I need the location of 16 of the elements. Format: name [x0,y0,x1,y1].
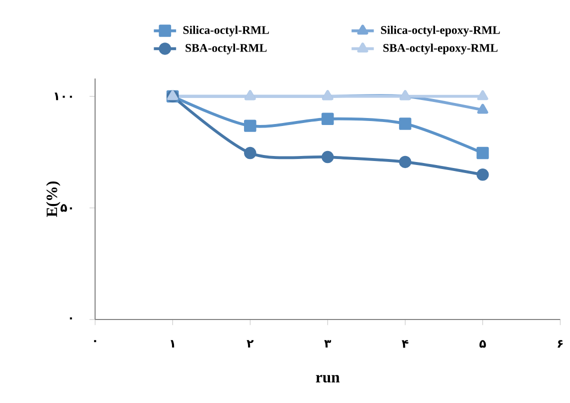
x-axis-title: run [316,375,340,383]
y-tick-label: ۰ [70,318,72,320]
y-tick-label: ۱۰۰ [54,92,72,100]
x-tick-label: ۴ [402,340,408,348]
y-axis-title: E(%) [46,182,60,218]
x-tick-label: ۱ [170,340,174,348]
y-tick-label: ۵۰ [60,204,72,212]
x-tick-label: ۰ [94,340,96,342]
x-tick-label: ۳ [324,340,332,348]
legend-label: Silica-octyl-RML [183,26,269,37]
legend-label: SBA-octyl-RML [186,44,267,55]
x-tick-label: ۲ [246,340,254,348]
x-tick-label: ۵ [479,340,486,348]
legend-label: Silica-octyl-epoxy-RML [381,26,500,37]
x-tick-label: ۶ [558,340,563,348]
legend-label: SBA-octyl-epoxy-RML [383,44,498,55]
